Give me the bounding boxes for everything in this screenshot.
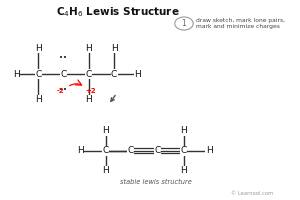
Text: draw sketch, mark lone pairs,
mark and minimize charges: draw sketch, mark lone pairs, mark and m… xyxy=(196,18,285,29)
Text: H: H xyxy=(181,126,188,135)
Text: C: C xyxy=(128,146,134,155)
Text: H: H xyxy=(77,146,84,155)
Text: C: C xyxy=(154,146,161,155)
Text: 1: 1 xyxy=(182,19,186,28)
Text: ••: •• xyxy=(59,87,67,93)
Text: H: H xyxy=(85,44,92,53)
Text: H: H xyxy=(35,44,42,53)
Text: H: H xyxy=(181,166,188,175)
Text: H: H xyxy=(85,95,92,104)
Text: -2: -2 xyxy=(57,88,65,94)
Text: C: C xyxy=(35,70,42,79)
Text: C: C xyxy=(86,70,92,79)
Text: © Learnool.com: © Learnool.com xyxy=(231,191,274,196)
Text: H: H xyxy=(134,70,141,79)
Text: H: H xyxy=(13,70,20,79)
Text: C$_4$H$_6$ Lewis Structure: C$_4$H$_6$ Lewis Structure xyxy=(56,6,180,19)
Text: stable lewis structure: stable lewis structure xyxy=(120,179,192,185)
Text: H: H xyxy=(35,95,42,104)
Text: C: C xyxy=(181,146,187,155)
Text: H: H xyxy=(111,44,117,53)
Text: C: C xyxy=(111,70,117,79)
Text: H: H xyxy=(102,126,109,135)
Text: +2: +2 xyxy=(85,88,96,94)
Text: H: H xyxy=(102,166,109,175)
Text: H: H xyxy=(206,146,212,155)
Text: C: C xyxy=(61,70,67,79)
Text: ••: •• xyxy=(59,55,67,61)
Text: C: C xyxy=(103,146,109,155)
